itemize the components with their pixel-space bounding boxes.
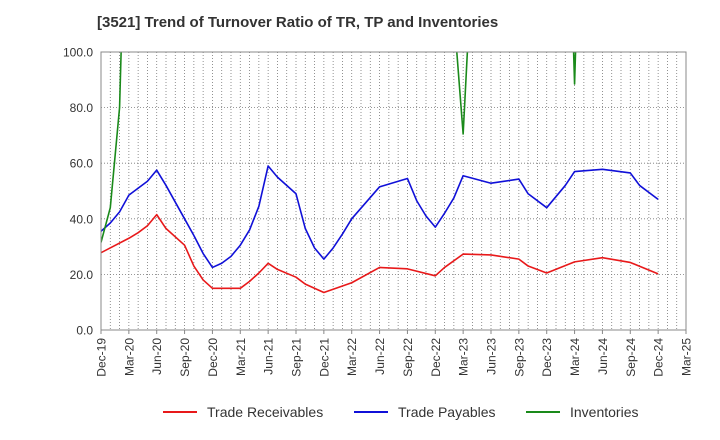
legend-item-trade-payables: Trade Payables <box>354 404 496 420</box>
y-tick-label: 80.0 <box>70 101 94 115</box>
x-tick-label: Sep-22 <box>401 338 415 377</box>
legend-item-trade-receivables: Trade Receivables <box>163 404 323 420</box>
x-tick-label: Mar-25 <box>680 338 694 376</box>
y-tick-label: 20.0 <box>70 268 94 282</box>
series-line-inventories <box>101 52 122 243</box>
legend-swatch <box>354 411 388 413</box>
legend: Trade Receivables Trade Payables Inventori… <box>0 404 720 426</box>
x-tick-label: Mar-22 <box>345 338 359 376</box>
x-tick-label: Jun-20 <box>150 338 164 375</box>
x-axis-ticks: Dec-19 Mar-20 Jun-20 Sep-20 Dec-20 Mar-21 Jun-… <box>95 330 694 377</box>
series-layer <box>101 52 659 294</box>
legend-label: Inventories <box>570 404 639 420</box>
x-tick-label: Sep-20 <box>178 338 192 377</box>
vertical-gridlines <box>109 52 678 330</box>
series-line-trade-receivables <box>101 213 659 294</box>
x-tick-label: Dec-24 <box>652 338 666 377</box>
legend-swatch <box>526 411 560 413</box>
x-tick-label: Sep-21 <box>290 338 304 377</box>
x-tick-label: Sep-23 <box>512 338 526 377</box>
series-line-inventories <box>572 52 577 85</box>
x-tick-label: Jun-24 <box>596 338 610 375</box>
legend-label: Trade Receivables <box>207 404 324 420</box>
legend-label: Trade Payables <box>398 404 496 420</box>
series-line-trade-payables <box>101 165 659 269</box>
legend-item-inventories: Inventories <box>526 404 638 420</box>
horizontal-gridlines <box>101 107 686 275</box>
x-tick-label: Dec-19 <box>95 338 109 377</box>
x-tick-label: Mar-24 <box>568 338 582 376</box>
x-tick-label: Jun-21 <box>262 338 276 375</box>
x-tick-label: Dec-21 <box>317 338 331 377</box>
y-tick-label: 60.0 <box>70 157 94 171</box>
x-tick-label: Jun-22 <box>373 338 387 375</box>
x-tick-label: Jun-23 <box>485 338 499 375</box>
x-tick-label: Dec-20 <box>206 338 220 377</box>
legend-swatch <box>163 411 197 413</box>
y-tick-label: 100.0 <box>63 46 93 60</box>
y-axis-ticks: 0.0 20.0 40.0 60.0 80.0 100.0 <box>63 46 93 338</box>
y-tick-label: 40.0 <box>70 212 94 226</box>
x-tick-label: Mar-20 <box>122 338 136 376</box>
series-line-inventories <box>455 52 469 135</box>
x-tick-label: Sep-24 <box>624 338 638 377</box>
y-tick-label: 0.0 <box>76 324 93 338</box>
chart-title: [3521] Trend of Turnover Ratio of TR, TP… <box>97 14 499 31</box>
x-tick-label: Dec-23 <box>540 338 554 377</box>
x-tick-label: Mar-21 <box>234 338 248 376</box>
x-tick-label: Mar-23 <box>457 338 471 376</box>
x-tick-label: Dec-22 <box>429 338 443 377</box>
plot-frame <box>100 51 687 331</box>
